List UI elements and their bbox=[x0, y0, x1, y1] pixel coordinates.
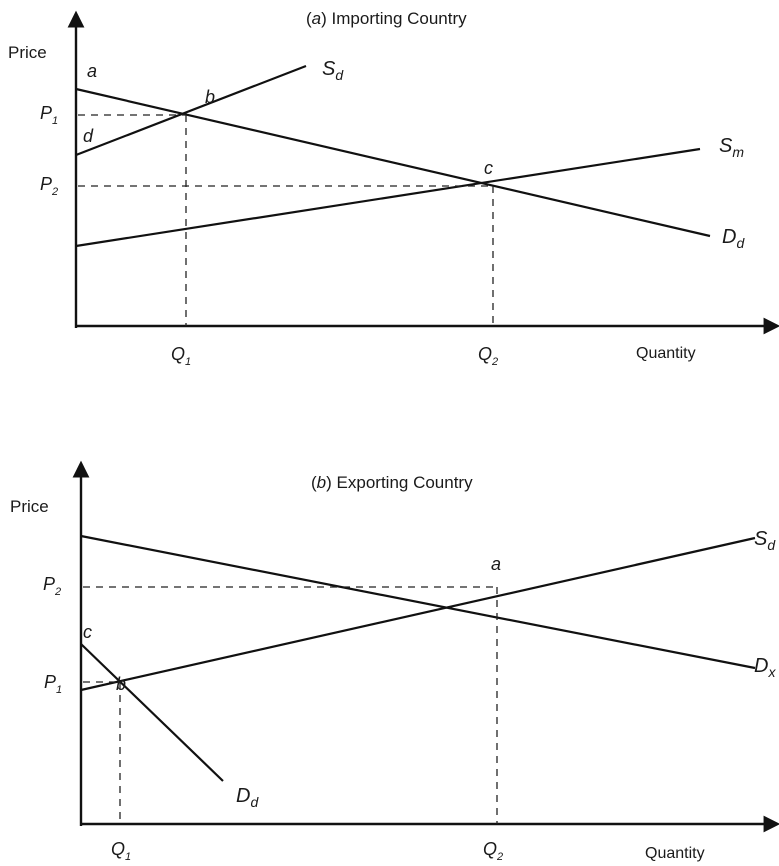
panel-a-curve-label-sm: Sm bbox=[719, 135, 744, 160]
panel-b-export-demand-curve-dx bbox=[80, 534, 756, 670]
panel-a-x-axis-label: Quantity bbox=[636, 345, 696, 362]
panel-b-quantity-label-q1: Q1 bbox=[111, 839, 131, 863]
panel-a-title-letter: a bbox=[312, 9, 321, 28]
panel-a-import-supply-curve-sm bbox=[75, 147, 701, 248]
panel-b-title: (b) Exporting Country bbox=[311, 473, 473, 492]
panel-a-point-c: c bbox=[484, 158, 493, 178]
panel-a-y-axis-label: Price bbox=[8, 43, 47, 62]
panel-b-quantity-label-q2: Q2 bbox=[483, 839, 503, 863]
panel-a-point-d: d bbox=[83, 126, 94, 146]
panel-a-price-label-p1: P1 bbox=[40, 103, 58, 127]
panel-b-price-label-p1: P1 bbox=[44, 672, 62, 696]
panel-b-y-axis-label: Price bbox=[10, 497, 49, 516]
panel-a-curve-label-sd: Sd bbox=[322, 58, 344, 83]
panel-a-title-text: Importing Country bbox=[332, 9, 468, 28]
panel-b-title-letter: b bbox=[317, 473, 326, 492]
panel-a-price-label-p2: P2 bbox=[40, 174, 58, 198]
panel-b-demand-curve-dd bbox=[80, 643, 224, 782]
panel-a-point-b: b bbox=[205, 87, 215, 107]
panel-a-point-a: a bbox=[87, 61, 97, 81]
panel-b-curve-label-dd: Dd bbox=[236, 785, 259, 810]
panel-b-title-text: Exporting Country bbox=[337, 473, 474, 492]
panel-b-x-axis-label: Quantity bbox=[645, 845, 705, 862]
panel-b-exporting-country: (b) Exporting Country Price Quantity P2 … bbox=[10, 460, 779, 863]
panel-b-curve-label-sd: Sd bbox=[754, 528, 776, 553]
panel-a-quantity-label-q2: Q2 bbox=[478, 344, 498, 368]
panel-b-point-b: b bbox=[116, 674, 126, 694]
panel-b-supply-curve-sd bbox=[80, 536, 756, 692]
panel-a-quantity-label-q1: Q1 bbox=[171, 344, 191, 368]
panel-a-supply-curve-sd bbox=[75, 64, 307, 157]
panel-b-curve-label-dx: Dx bbox=[754, 655, 776, 680]
panel-b-point-a: a bbox=[491, 554, 501, 574]
panel-a-title: (a) Importing Country bbox=[306, 9, 467, 28]
panel-a-importing-country: (a) Importing Country Price Quantity P1 … bbox=[8, 9, 779, 368]
panel-b-point-c: c bbox=[83, 622, 92, 642]
panel-b-price-label-p2: P2 bbox=[43, 574, 61, 598]
panel-a-curve-label-dd: Dd bbox=[722, 226, 745, 251]
